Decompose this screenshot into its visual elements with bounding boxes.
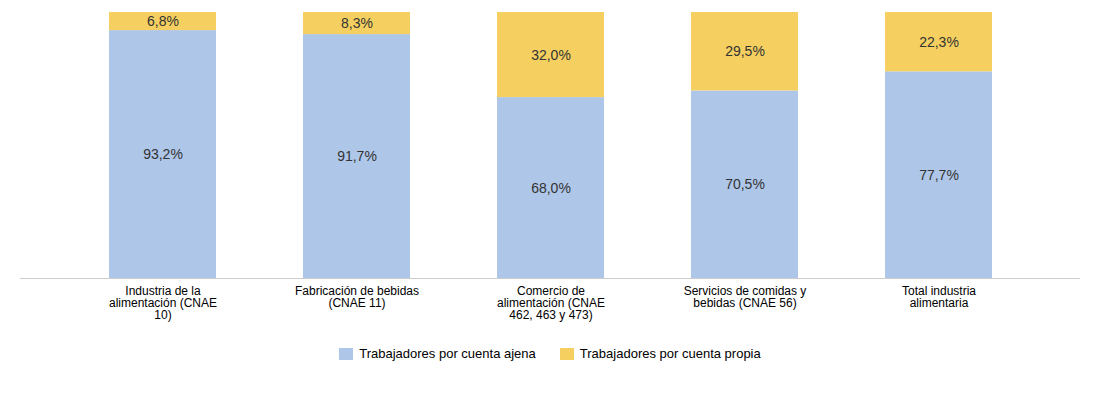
svg-text:Fabricación de bebidas(CNAE 11: Fabricación de bebidas(CNAE 11) (295, 284, 419, 310)
svg-text:77,7%: 77,7% (919, 167, 959, 183)
svg-text:70,5%: 70,5% (725, 176, 765, 192)
svg-text:68,0%: 68,0% (531, 180, 571, 196)
svg-text:6,8%: 6,8% (147, 13, 179, 29)
svg-text:Industria de laalimentación (C: Industria de laalimentación (CNAE10) (109, 284, 217, 322)
svg-text:29,5%: 29,5% (725, 43, 765, 59)
svg-text:Total industriaalimentaria: Total industriaalimentaria (902, 284, 976, 310)
html-text:Trabajadores por cuenta ajena: Trabajadores por cuenta ajena (359, 346, 536, 361)
svg-text:93,2%: 93,2% (143, 146, 183, 162)
svg-text:8,3%: 8,3% (341, 15, 373, 31)
svg-text:Servicios de comidas ybebidas: Servicios de comidas ybebidas (CNAE 56) (684, 284, 807, 310)
svg-text:Comercio dealimentación (CNAE4: Comercio dealimentación (CNAE462, 463 y … (497, 284, 605, 322)
svg-text:91,7%: 91,7% (337, 148, 377, 164)
svg-text:22,3%: 22,3% (919, 34, 959, 50)
html-text:Trabajadores por cuenta propia: Trabajadores por cuenta propia (579, 346, 761, 361)
svg-text:32,0%: 32,0% (531, 47, 571, 63)
